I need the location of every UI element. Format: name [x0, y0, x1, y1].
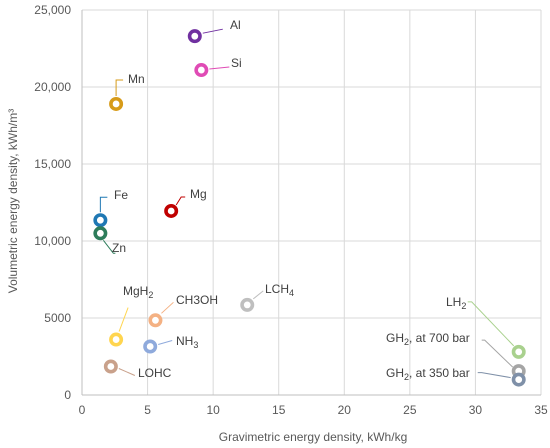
- x-axis-title: Gravimetric energy density, kWh/kg: [219, 430, 408, 444]
- point-nh3: [143, 339, 158, 354]
- data-labels: Al Si Mn Mg Fe Zn MgH2 CH3OH LCH4 NH3 LOHC LH2 GH2, …: [112, 18, 470, 382]
- point-ch3oh: [148, 313, 163, 328]
- label-mg: Mg: [190, 187, 207, 201]
- point-al: [187, 29, 202, 44]
- point-lch4: [240, 297, 255, 312]
- leader-line-lch4: [252, 290, 264, 300]
- leader-line-mgh2: [118, 307, 129, 332]
- label-lohc: LOHC: [138, 366, 172, 380]
- y-tick-label: 15,000: [34, 157, 71, 171]
- label-lh2: LH2: [446, 295, 466, 311]
- leader-line-mg: [175, 196, 186, 206]
- gridlines: [82, 9, 542, 395]
- label-si: Si: [231, 56, 242, 70]
- leader-line-fe: [99, 196, 108, 213]
- point-zn: [93, 226, 108, 241]
- x-tick-label: 15: [272, 403, 286, 417]
- label-leader-lines: [99, 28, 515, 379]
- label-gh2-at-700-bar: GH2, at 700 bar: [386, 331, 470, 347]
- leader-line-gh2-at-700-bar: [481, 339, 514, 368]
- point-lh2: [511, 344, 526, 359]
- label-al: Al: [230, 18, 241, 32]
- label-mgh2: MgH2: [123, 284, 153, 300]
- point-fe: [93, 213, 108, 228]
- label-mn: Mn: [128, 72, 145, 86]
- label-ch3oh: CH3OH: [176, 293, 218, 307]
- x-tick-label: 10: [206, 403, 220, 417]
- x-tick-label: 0: [79, 403, 86, 417]
- x-tick-label: 30: [469, 403, 483, 417]
- label-lch4: LCH4: [265, 282, 294, 298]
- x-tick-label: 25: [403, 403, 417, 417]
- point-lohc: [103, 359, 118, 374]
- y-tick-label: 0: [64, 388, 71, 402]
- label-gh2-at-350-bar: GH2, at 350 bar: [386, 366, 470, 382]
- leader-line-gh2-at-350-bar: [477, 372, 511, 379]
- leader-line-lohc: [118, 368, 136, 376]
- point-mn: [109, 96, 124, 111]
- y-tick-label: 20,000: [34, 80, 71, 94]
- point-si: [194, 63, 209, 78]
- y-tick-label: 10,000: [34, 234, 71, 248]
- point-mg: [164, 203, 179, 218]
- label-nh3: NH3: [176, 334, 198, 350]
- x-tick-label: 5: [144, 403, 151, 417]
- data-points: [93, 29, 526, 387]
- y-axis-title: Volumetric energy density, kWh/m³: [6, 109, 20, 294]
- leader-line-nh3: [158, 340, 173, 345]
- point-mgh2: [109, 332, 124, 347]
- label-fe: Fe: [114, 188, 128, 202]
- leader-line-lh2: [467, 301, 515, 347]
- leader-line-ch3oh: [161, 301, 174, 314]
- point-gh2-at-350-bar: [511, 372, 526, 387]
- y-tick-label: 25,000: [34, 3, 71, 17]
- leader-line-zn: [102, 239, 116, 254]
- x-tick-label: 20: [338, 403, 352, 417]
- axes: 0 5 10 15 20 25 30 35 0 5000 10,000 15,000 20,000 25,…: [34, 3, 548, 417]
- x-tick-label: 35: [534, 403, 548, 417]
- leader-line-si: [209, 66, 230, 70]
- y-tick-label: 5000: [44, 311, 71, 325]
- leader-line-mn: [115, 79, 124, 96]
- leader-line-al: [202, 28, 223, 34]
- label-zn: Zn: [112, 241, 126, 255]
